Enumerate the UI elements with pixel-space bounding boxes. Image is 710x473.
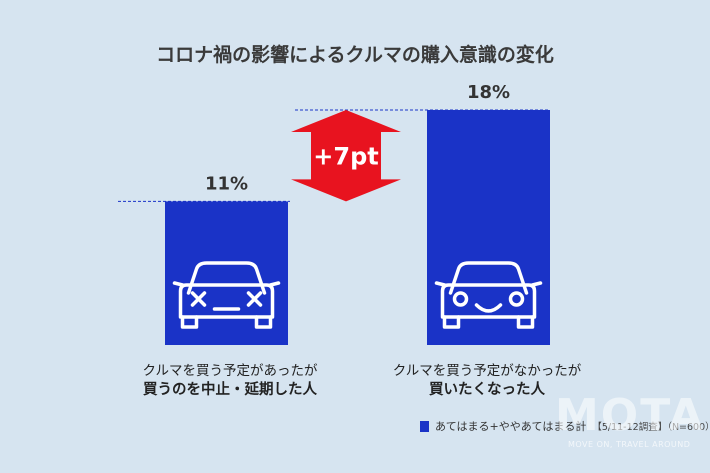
legend-note: 【5/11-12調査】（N=600） xyxy=(592,422,710,433)
category-label-2-line1: クルマを買う予定がなかったが xyxy=(392,363,582,379)
category-label-1-line1: クルマを買う予定があったが xyxy=(142,363,318,379)
mota-logo: MOTA xyxy=(555,390,705,441)
mota-tagline: MOVE ON, TRAVEL AROUND xyxy=(568,440,691,449)
difference-arrow xyxy=(291,110,401,202)
category-label-2-line2: 買いたくなった人 xyxy=(429,382,545,398)
category-label-2: クルマを買う予定がなかったが 買いたくなった人 xyxy=(362,362,612,400)
data-label-1: 11% xyxy=(205,173,248,194)
bar-1 xyxy=(165,201,288,345)
category-label-1: クルマを買う予定があったが 買うのを中止・延期した人 xyxy=(105,362,355,400)
legend: あてはまる+ややあてはまる計 【5/11-12調査】（N=600） xyxy=(420,418,710,434)
legend-swatch xyxy=(420,420,429,432)
chart-title: コロナ禍の影響によるクルマの購入意識の変化 xyxy=(156,44,554,66)
bar-2 xyxy=(427,110,550,345)
legend-label: あてはまる+ややあてはまる計 xyxy=(435,420,587,433)
happy-car-icon xyxy=(434,261,543,329)
sad-car-icon xyxy=(172,261,281,329)
difference-annotation: +7pt xyxy=(313,143,378,171)
category-label-1-line2: 買うのを中止・延期した人 xyxy=(143,382,317,398)
data-label-2: 18% xyxy=(467,82,510,103)
